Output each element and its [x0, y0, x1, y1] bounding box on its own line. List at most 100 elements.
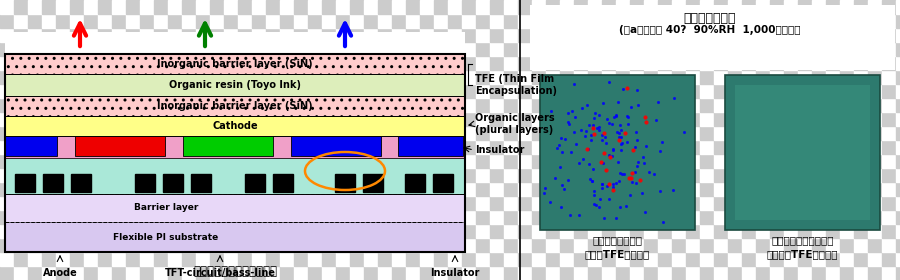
Bar [448, 70, 462, 84]
Bar [126, 42, 140, 56]
Bar [196, 168, 210, 182]
Bar [210, 182, 224, 196]
Bar [784, 168, 798, 182]
Bar [70, 252, 84, 266]
Bar [658, 210, 672, 224]
Bar [168, 70, 182, 84]
Bar [560, 196, 574, 210]
Bar [14, 56, 28, 70]
Text: を用いたTFEバリア性: を用いたTFEバリア性 [767, 249, 838, 259]
Bar [518, 168, 532, 182]
Bar [224, 84, 238, 98]
Bar [826, 0, 840, 14]
Bar [434, 252, 448, 266]
Bar [896, 266, 900, 280]
Bar [658, 196, 672, 210]
Bar [574, 0, 588, 14]
Bar [140, 98, 154, 112]
Bar [476, 98, 490, 112]
Bar [266, 182, 280, 196]
Bar [630, 196, 644, 210]
Bar [168, 168, 182, 182]
Bar [574, 98, 588, 112]
Bar [462, 56, 476, 70]
Bar [280, 112, 294, 126]
Bar [42, 84, 56, 98]
Bar [210, 0, 224, 14]
Text: 用いたTFEバリア性: 用いたTFEバリア性 [585, 249, 650, 259]
Bar [252, 14, 266, 28]
Bar [826, 266, 840, 280]
Text: Flexible PI substrate: Flexible PI substrate [113, 232, 219, 241]
Bar [798, 112, 812, 126]
Bar [518, 126, 532, 140]
Bar [882, 252, 896, 266]
Bar [644, 42, 658, 56]
Bar [224, 196, 238, 210]
Bar [112, 28, 126, 42]
Bar [336, 42, 350, 56]
Bar [812, 42, 826, 56]
Bar [98, 210, 112, 224]
Text: Barrier layer: Barrier layer [134, 204, 198, 213]
Bar [308, 112, 322, 126]
Bar [350, 210, 364, 224]
Bar [644, 126, 658, 140]
Bar [182, 112, 196, 126]
Bar [826, 98, 840, 112]
Bar [364, 196, 378, 210]
Bar [434, 238, 448, 252]
Bar [560, 238, 574, 252]
Bar [70, 56, 84, 70]
Bar [252, 56, 266, 70]
Text: TFE (Thin Film
Encapsulation): TFE (Thin Film Encapsulation) [475, 74, 557, 96]
Bar [0, 238, 14, 252]
Bar [364, 0, 378, 14]
Bar [490, 210, 504, 224]
Bar [490, 42, 504, 56]
Bar [658, 70, 672, 84]
Bar [602, 112, 616, 126]
Bar [5, 144, 465, 158]
Bar [350, 224, 364, 238]
Bar [826, 28, 840, 42]
Bar [420, 182, 434, 196]
Bar [378, 196, 392, 210]
Bar [420, 98, 434, 112]
Bar [364, 112, 378, 126]
Bar [266, 238, 280, 252]
Bar [798, 140, 812, 154]
Bar [14, 238, 28, 252]
Bar [588, 0, 602, 14]
Bar [14, 182, 28, 196]
Bar [896, 42, 900, 56]
Bar [364, 98, 378, 112]
Bar [784, 126, 798, 140]
Bar [406, 28, 420, 42]
Bar [168, 238, 182, 252]
Bar [686, 14, 700, 28]
Bar [476, 252, 490, 266]
Bar [742, 126, 756, 140]
Bar [770, 14, 784, 28]
Bar [840, 238, 854, 252]
Bar [28, 196, 42, 210]
Bar [462, 252, 476, 266]
Bar [84, 84, 98, 98]
Bar [420, 168, 434, 182]
Bar [532, 182, 546, 196]
Bar [280, 168, 294, 182]
Bar [658, 0, 672, 14]
Bar [448, 238, 462, 252]
Bar [882, 168, 896, 182]
Bar [644, 0, 658, 14]
Bar [854, 70, 868, 84]
Bar [672, 252, 686, 266]
Bar [784, 140, 798, 154]
Bar [322, 210, 336, 224]
Bar [42, 210, 56, 224]
Bar [672, 98, 686, 112]
Bar [644, 252, 658, 266]
Bar [700, 84, 714, 98]
Bar [322, 56, 336, 70]
